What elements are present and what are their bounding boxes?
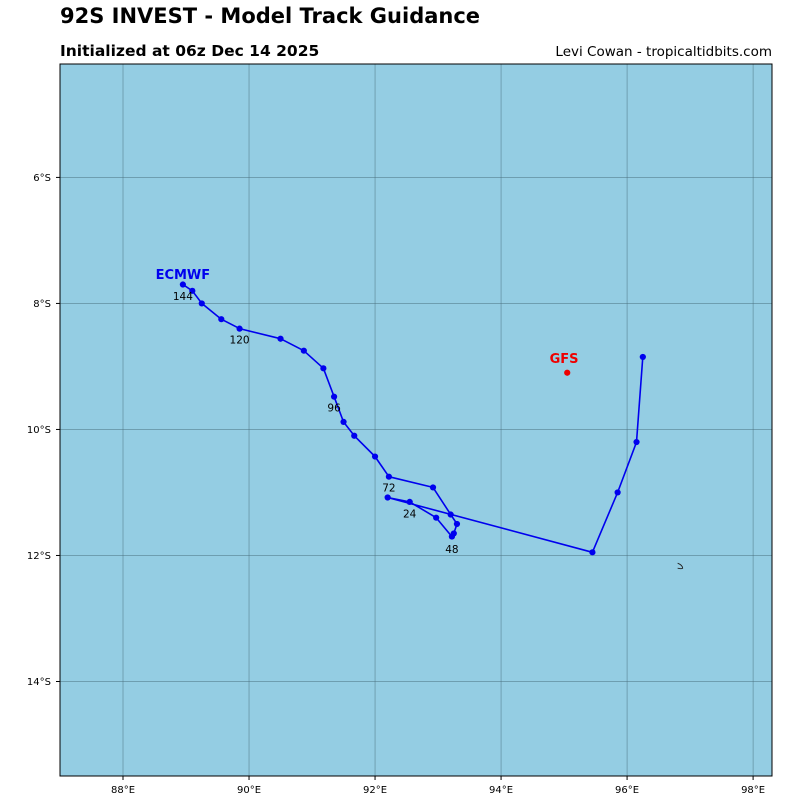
lat-tick-label: 14°S (27, 677, 51, 688)
graticule (60, 64, 772, 776)
map-frame (59, 63, 773, 777)
track-point (189, 287, 196, 294)
track-point (453, 520, 461, 528)
island-outline (677, 562, 684, 570)
forecast-hour-label: 120 (230, 334, 250, 346)
track-point (433, 514, 440, 521)
lon-tick-label: 96°E (615, 785, 639, 796)
track-point (564, 369, 571, 376)
init-time-subtitle: Initialized at 06z Dec 14 2025 (60, 42, 320, 60)
track-point (198, 300, 205, 307)
lon-tick-label: 92°E (363, 785, 387, 796)
track-ecmwf: 24 48 72 96 120 144 ECMWF (156, 268, 646, 556)
chart-title: 92S INVEST - Model Track Guidance (60, 4, 481, 28)
model-name-label: GFS (550, 352, 579, 367)
track-point (589, 549, 596, 556)
track-point (633, 438, 640, 446)
model-name-label: ECMWF (156, 268, 211, 283)
lon-tick-label: 90°E (237, 785, 261, 796)
track-point (300, 347, 307, 354)
lat-tick-label: 6°S (33, 173, 51, 184)
lat-tick-label: 10°S (27, 425, 51, 436)
track-point (277, 335, 284, 342)
forecast-hour-label: 48 (445, 544, 458, 556)
track-point (450, 530, 457, 537)
track-point (179, 281, 186, 288)
lat-tick-label: 12°S (27, 551, 51, 562)
lon-tick-label: 94°E (489, 785, 513, 796)
lon-tick-label: 98°E (741, 785, 765, 796)
forecast-hour-label: 96 (327, 402, 341, 414)
track-point (614, 489, 621, 496)
lat-tick-label: 8°S (33, 299, 51, 310)
track-point (218, 316, 225, 323)
track-point (330, 393, 338, 400)
track-point (236, 325, 243, 332)
credit-label: Levi Cowan - tropicaltidbits.com (555, 44, 772, 60)
track-point (320, 365, 327, 372)
forecast-hour-label: 24 (403, 508, 417, 520)
track-point (385, 473, 393, 480)
track-point (406, 498, 413, 506)
track-point (371, 453, 379, 460)
forecast-hour-label: 144 (173, 291, 193, 303)
track-point (340, 418, 347, 425)
ocean-background (60, 64, 772, 776)
track-point (639, 353, 646, 361)
track-point (351, 432, 358, 439)
atoll-shape (677, 562, 684, 570)
forecast-hour-label: 72 (382, 482, 395, 494)
track-point (384, 494, 391, 501)
track-point (429, 484, 437, 491)
track-gfs: GFS (550, 352, 579, 376)
lon-tick-label: 88°E (111, 785, 135, 796)
track-point (447, 511, 454, 518)
model-tracks: 24 48 72 96 120 144 ECMWF GFS (156, 268, 646, 556)
axis-ticks: 88°E 90°E 92°E 94°E 96°E 98°E 6°S 8°S 10°S 12°S 14… (27, 173, 765, 796)
